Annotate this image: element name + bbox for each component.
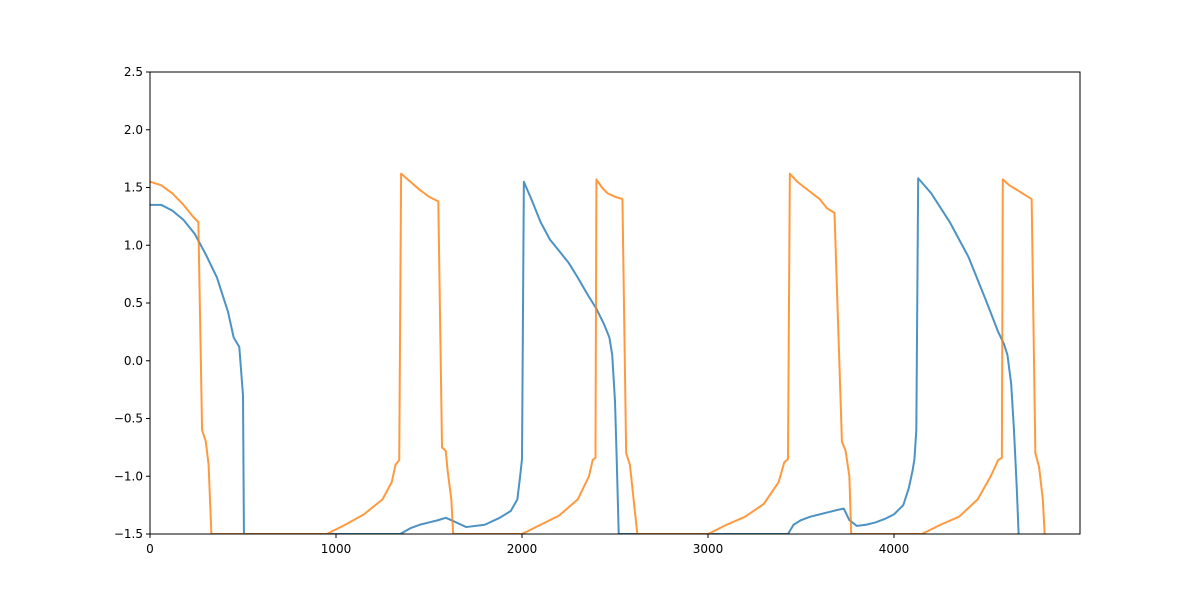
series-line-1: [150, 177, 1020, 534]
y-tick-label: −1.5: [114, 527, 143, 541]
y-axis: −1.5 −1.0 −0.5 0.0 0.5 1.0 1.5 2.0 2.5: [114, 65, 150, 541]
x-tick-label: 0: [146, 542, 154, 556]
series-line-2: [150, 172, 1046, 534]
y-tick-label: 2.5: [124, 65, 143, 79]
x-tick-label: 1000: [321, 542, 352, 556]
y-tick-label: 1.5: [124, 181, 143, 195]
series-layer: [150, 172, 1046, 534]
y-tick-label: 1.0: [124, 238, 143, 252]
x-tick-label: 2000: [507, 542, 538, 556]
plot-frame: [149, 71, 1081, 535]
y-tick-label: 0.5: [124, 296, 143, 310]
y-tick-label: 2.0: [124, 123, 143, 137]
x-tick-label: 3000: [693, 542, 724, 556]
y-tick-label: 0.0: [124, 354, 143, 368]
x-axis: 0 1000 2000 3000 4000: [146, 534, 909, 556]
y-tick-label: −1.0: [114, 469, 143, 483]
x-tick-label: 4000: [879, 542, 910, 556]
y-tick-label: −0.5: [114, 412, 143, 426]
